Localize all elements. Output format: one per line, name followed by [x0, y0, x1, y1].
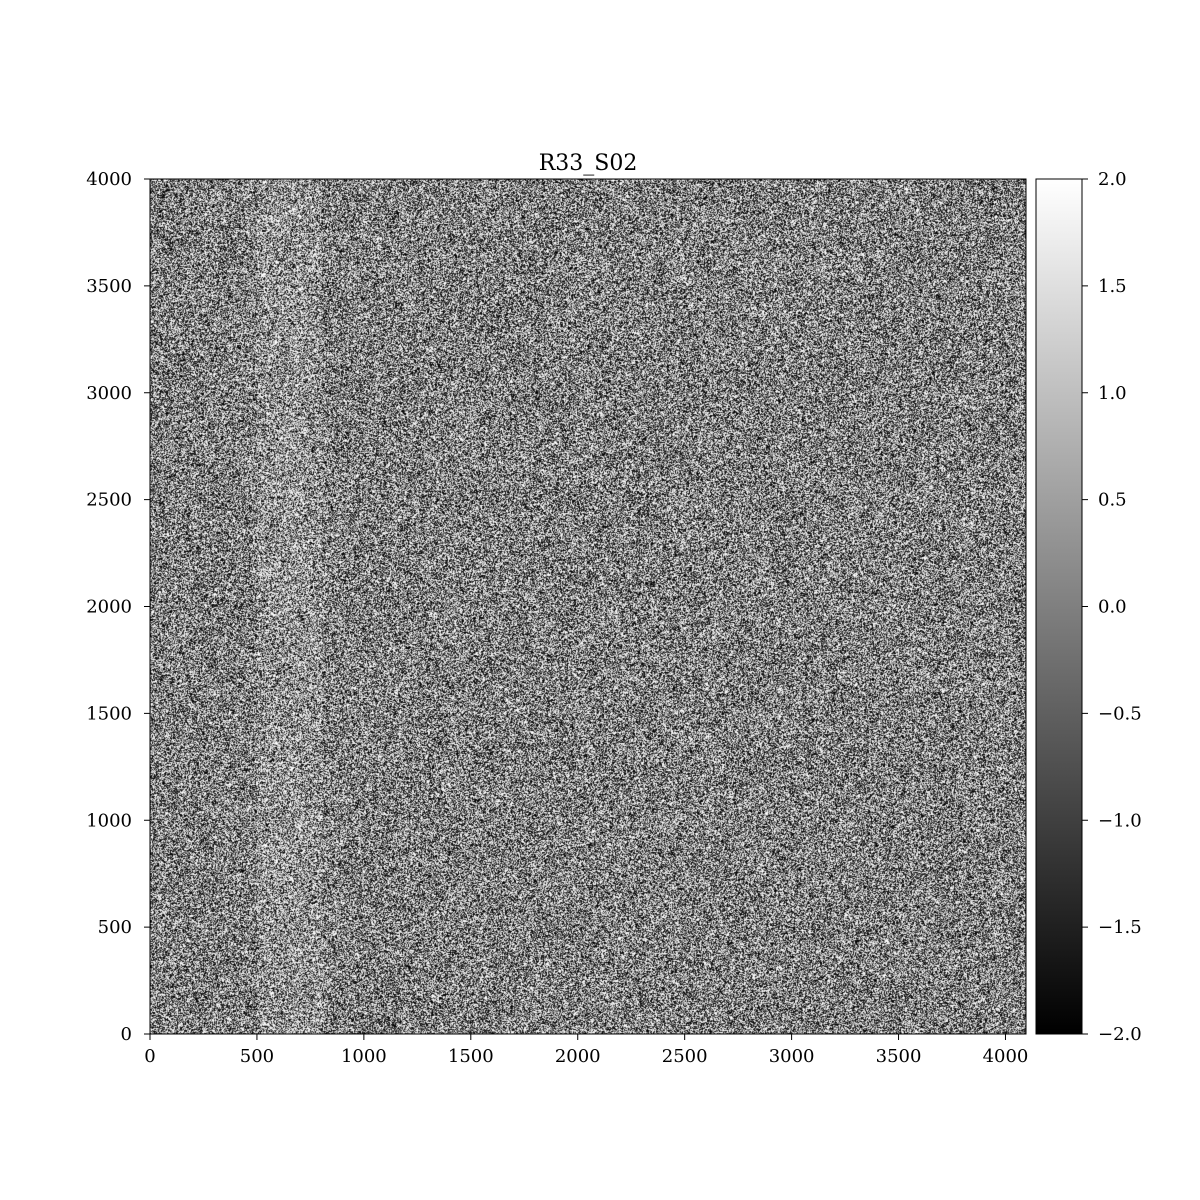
colorbar-tick-label: 0.5	[1098, 490, 1127, 511]
y-tick-label: 500	[98, 917, 132, 938]
y-tick-label: 3500	[86, 276, 132, 297]
x-tick-label: 1500	[448, 1046, 494, 1067]
colorbar-tick-label: 1.5	[1098, 276, 1127, 297]
chart-title: R33_S02	[539, 151, 638, 176]
colorbar-tick-label: −1.0	[1098, 810, 1142, 831]
x-tick-label: 500	[240, 1046, 274, 1067]
x-axis: 0 500 1000 1500 2000 2500 3000 3500 4000	[144, 1034, 1028, 1067]
x-tick-label: 2500	[662, 1046, 708, 1067]
y-tick-label: 2000	[86, 597, 132, 618]
x-tick-label: 1000	[341, 1046, 387, 1067]
x-tick-label: 2000	[555, 1046, 601, 1067]
colorbar-gradient	[1036, 179, 1082, 1034]
x-tick-label: 4000	[983, 1046, 1029, 1067]
colorbar: 2.0 1.5 1.0 0.5 0.0 −0.5 −1.0 −1.5 −2.0	[1035, 169, 1142, 1045]
colorbar-tick-label: 0.0	[1098, 597, 1127, 618]
colorbar-tick-label: −1.5	[1098, 917, 1142, 938]
x-tick-label: 0	[144, 1046, 155, 1067]
colorbar-tick-label: −2.0	[1098, 1024, 1142, 1045]
colorbar-tick-label: 1.0	[1098, 383, 1127, 404]
heatmap-image	[150, 179, 1026, 1034]
colorbar-tick-label: −0.5	[1098, 703, 1142, 724]
y-tick-label: 1500	[86, 703, 132, 724]
colorbar-tick-label: 2.0	[1098, 169, 1127, 190]
y-tick-label: 1000	[86, 810, 132, 831]
y-axis: 0 500 1000 1500 2000 2500 3000 3500 4000	[86, 169, 150, 1045]
y-tick-label: 0	[121, 1024, 132, 1045]
y-tick-label: 2500	[86, 490, 132, 511]
y-tick-label: 4000	[86, 169, 132, 190]
y-tick-label: 3000	[86, 383, 132, 404]
colorbar-axis: 2.0 1.5 1.0 0.5 0.0 −0.5 −1.0 −1.5 −2.0	[1082, 169, 1142, 1045]
plot-area	[149, 178, 1027, 1035]
x-tick-label: 3500	[876, 1046, 922, 1067]
x-tick-label: 3000	[769, 1046, 815, 1067]
